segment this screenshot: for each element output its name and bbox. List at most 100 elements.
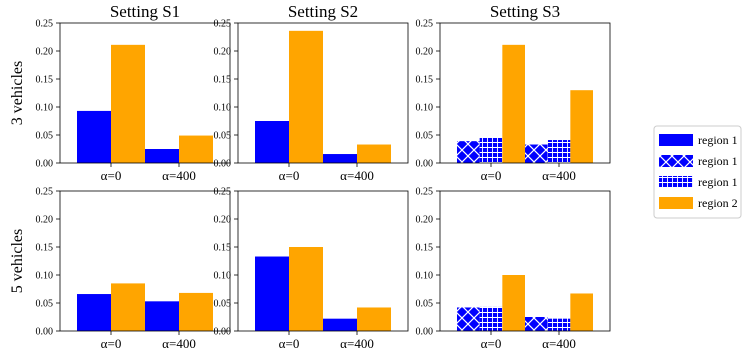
legend: region 1 region 1 region 1 region 2 [653, 125, 742, 219]
panel-title: Setting S3 [490, 2, 560, 21]
bar-region-1-solid [255, 121, 289, 163]
bar-region-1-solid [145, 301, 179, 331]
legend-label: region 1 [698, 133, 738, 147]
y-tick-label: 0.25 [416, 187, 434, 198]
bar-region-2-solid [570, 90, 593, 163]
y-tick-label: 0.25 [36, 187, 54, 198]
x-tick-label: α=0 [101, 168, 122, 183]
bar-region-2-solid [179, 135, 213, 163]
bar-region-1-cross [457, 141, 480, 163]
y-tick-label: 0.05 [416, 131, 434, 142]
y-tick-label: 0.05 [416, 299, 434, 310]
panel-2-3: 0.00 0.05 0.10 0.15 0.20 0.25 α=0 α=400 [416, 187, 611, 351]
y-tick-label: 0.20 [416, 215, 434, 226]
bar-region-2-solid [357, 307, 391, 331]
bar-region-1-cross [525, 144, 548, 163]
x-tick-label: α=0 [481, 336, 502, 351]
bar-region-2-solid [502, 44, 525, 164]
bar-region-1-solid [77, 294, 111, 331]
bar-region-2-solid [357, 144, 391, 163]
y-tick-label: 0.20 [416, 47, 434, 58]
bar-region-2-solid [570, 293, 593, 331]
y-tick-label: 0.00 [214, 159, 232, 170]
y-tick-label: 0.20 [36, 215, 54, 226]
legend-box [653, 125, 742, 219]
legend-swatch [659, 155, 693, 167]
bar-region-1-cross [457, 307, 480, 331]
y-tick-label: 0.05 [214, 299, 232, 310]
bar-region-1-grid [479, 306, 503, 331]
row-label: 3 vehicles [9, 61, 26, 125]
bar-region-1-solid [77, 110, 111, 163]
y-tick-label: 0.00 [416, 159, 434, 170]
y-tick-label: 0.25 [416, 19, 434, 30]
y-tick-label: 0.15 [36, 75, 54, 86]
axes-frame [59, 22, 231, 164]
panel-title: Setting S1 [110, 2, 180, 21]
legend-swatch [659, 176, 693, 188]
x-tick-label: α=0 [279, 336, 300, 351]
bar-region-1-grid [547, 318, 571, 331]
bar-region-1-solid [255, 256, 289, 331]
panels: 0.00 0.05 0.10 0.15 0.20 0.25 α=0 α=400 Setting … [9, 2, 611, 351]
y-tick-label: 0.05 [36, 131, 54, 142]
bar-region-1-cross [525, 317, 548, 331]
x-tick-label: α=0 [279, 168, 300, 183]
x-tick-label: α=400 [542, 168, 576, 183]
bar-region-2-solid [179, 292, 213, 331]
legend-swatch [659, 197, 693, 209]
y-tick-label: 0.10 [214, 271, 232, 282]
bar-region-1-grid [547, 140, 571, 163]
y-tick-label: 0.00 [36, 327, 54, 338]
x-tick-label: α=400 [162, 168, 196, 183]
panel-2-2: 0.00 0.05 0.10 0.15 0.20 0.25 α=0 α=400 [214, 187, 409, 351]
bar-region-2-solid [111, 44, 145, 164]
y-tick-label: 0.05 [36, 299, 54, 310]
y-tick-label: 0.15 [36, 243, 54, 254]
legend-label: region 1 [698, 154, 738, 168]
legend-swatch [659, 134, 693, 146]
axes-frame [237, 22, 409, 164]
bar-region-2-solid [111, 283, 145, 331]
y-tick-label: 0.15 [416, 75, 434, 86]
y-tick-label: 0.15 [214, 75, 232, 86]
legend-label: region 2 [698, 196, 738, 210]
bar-region-1-solid [323, 318, 357, 331]
y-tick-label: 0.10 [36, 271, 54, 282]
panel-2-1: 0.00 0.05 0.10 0.15 0.20 0.25 α=0 α=400 5 vehicl… [9, 187, 231, 351]
y-tick-label: 0.10 [36, 103, 54, 114]
y-tick-label: 0.20 [214, 215, 232, 226]
y-tick-label: 0.05 [214, 131, 232, 142]
axes-frame [439, 190, 611, 332]
legend-label: region 1 [698, 175, 738, 189]
panel-1-3: 0.00 0.05 0.10 0.15 0.20 0.25 α=0 α=400 Setting … [416, 2, 611, 183]
axes-frame [439, 22, 611, 164]
bar-region-1-solid [323, 154, 357, 163]
x-tick-label: α=400 [340, 168, 374, 183]
y-tick-label: 0.15 [416, 243, 434, 254]
y-tick-label: 0.00 [36, 159, 54, 170]
row-label: 5 vehicles [9, 229, 26, 293]
bar-region-1-grid [479, 137, 503, 163]
axes-frame [59, 190, 231, 332]
y-tick-label: 0.25 [214, 187, 232, 198]
y-tick-label: 0.00 [214, 327, 232, 338]
x-tick-label: α=0 [101, 336, 122, 351]
y-tick-label: 0.10 [416, 103, 434, 114]
y-tick-label: 0.20 [214, 47, 232, 58]
bar-region-2-solid [502, 275, 525, 331]
bar-region-1-solid [145, 149, 179, 163]
panel-1-2: 0.00 0.05 0.10 0.15 0.20 0.25 α=0 α=400 Setting … [214, 2, 409, 183]
x-tick-label: α=400 [542, 336, 576, 351]
x-tick-label: α=0 [481, 168, 502, 183]
y-tick-label: 0.10 [416, 271, 434, 282]
y-tick-label: 0.20 [36, 47, 54, 58]
y-tick-label: 0.00 [416, 327, 434, 338]
bar-region-2-solid [289, 247, 323, 331]
panel-title: Setting S2 [288, 2, 358, 21]
bar-region-2-solid [289, 30, 323, 164]
x-tick-label: α=400 [162, 336, 196, 351]
y-tick-label: 0.25 [214, 19, 232, 30]
axes-frame [237, 190, 409, 332]
